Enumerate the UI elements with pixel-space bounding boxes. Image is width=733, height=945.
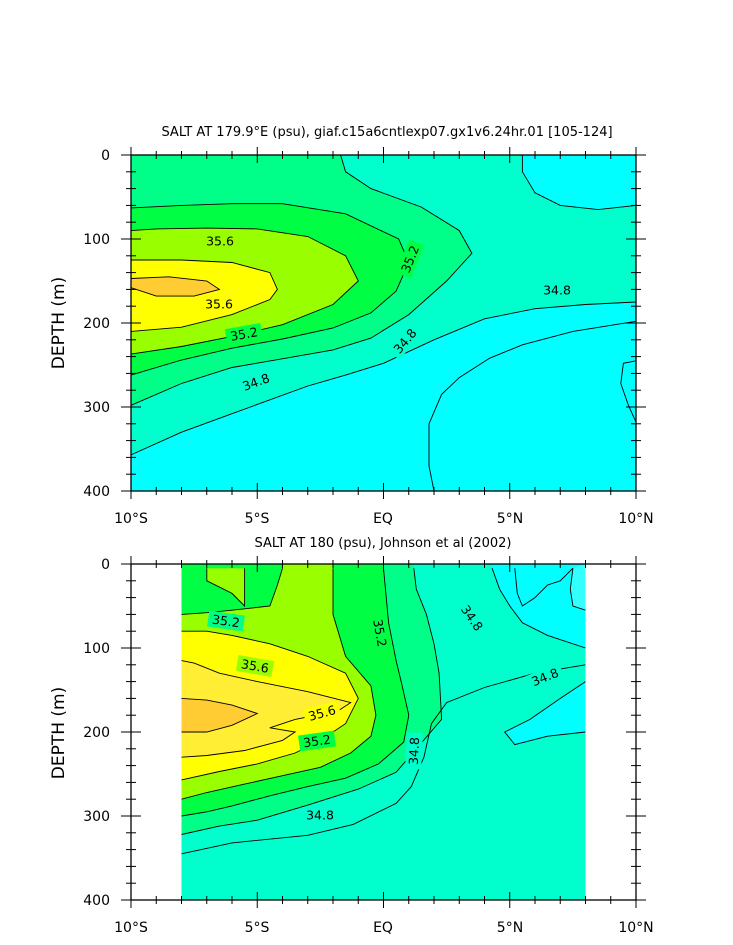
- y-tick-label: 300: [83, 809, 110, 825]
- y-tick-label: 100: [83, 232, 110, 248]
- x-tick-labels-observations: 10°S 5°S EQ 5°N 10°N: [114, 920, 654, 936]
- contour-label: 35.2: [302, 732, 332, 751]
- contour-line: [569, 568, 586, 611]
- contour-line: [521, 155, 637, 211]
- contour-line: [130, 227, 359, 355]
- contour-label: 34.8: [406, 737, 422, 766]
- panel-model: SALT AT 179.9°E (psu), giaf.c15a6cntlexp…: [49, 125, 654, 527]
- x-tick-label: 5°S: [245, 920, 270, 936]
- contour-line: [130, 203, 410, 376]
- contour-label: 34.8: [306, 808, 334, 823]
- salinity-region: [570, 564, 586, 611]
- contour-line: [181, 568, 410, 817]
- salinity-region: [504, 681, 586, 745]
- x-tick-label: 10°N: [618, 920, 653, 936]
- contour-label: 35.6: [307, 702, 338, 724]
- x-tick-label: 5°N: [497, 511, 523, 527]
- contour-label: 34.8: [543, 283, 571, 298]
- chart-title-model: SALT AT 179.9°E (psu), giaf.c15a6cntlexp…: [161, 125, 612, 140]
- contour-line: [181, 697, 259, 733]
- contour-line: [130, 154, 473, 406]
- y-axis-label-observations: DEPTH (m): [49, 687, 69, 779]
- y-tick-labels-model: 0 100 200 300 400: [83, 148, 110, 500]
- contour-label: 35.6: [206, 234, 234, 249]
- x-tick-label: 5°N: [497, 920, 523, 936]
- contour-line: [181, 630, 359, 781]
- contour-line: [130, 259, 278, 332]
- contour-label: 35.2: [229, 324, 259, 344]
- contour-line: [514, 567, 574, 607]
- x-tick-label: 10°S: [114, 511, 148, 527]
- contour-line: [491, 568, 586, 649]
- x-tick-labels-model: 10°S 5°S EQ 5°N 10°N: [114, 511, 654, 527]
- salinity-region: [429, 321, 636, 491]
- salinity-region: [181, 660, 351, 758]
- x-tick-label: EQ: [373, 920, 393, 936]
- contour-line: [620, 360, 637, 423]
- contour-label: 35.2: [370, 618, 390, 648]
- y-tick-label: 200: [83, 316, 110, 332]
- chart-title-observations: SALT AT 180 (psu), Johnson et al (2002): [254, 536, 511, 551]
- contour-labels-observations: 35.2 35.6 35.6 35.2 34.8 35.2 34.8 34.8 …: [207, 598, 565, 823]
- contour-label: 35.6: [240, 656, 270, 676]
- y-tick-label: 200: [83, 725, 110, 741]
- salinity-region: [492, 564, 586, 648]
- contour-line: [428, 320, 637, 492]
- y-tick-label: 100: [83, 641, 110, 657]
- x-tick-label: EQ: [373, 511, 393, 527]
- contour-line: [181, 568, 377, 800]
- panel-observations: SALT AT 180 (psu), Johnson et al (2002) …: [49, 536, 654, 936]
- salinity-region: [181, 698, 258, 732]
- y-tick-labels-observations: 0 100 200 300 400: [83, 557, 110, 909]
- contour-line: [130, 276, 221, 297]
- contour-label: 35.2: [211, 612, 241, 631]
- contour-label: 35.6: [205, 297, 233, 312]
- y-tick-label: 0: [101, 557, 110, 573]
- contour-line: [503, 681, 586, 746]
- contour-line: [206, 568, 246, 608]
- salinity-region: [131, 276, 220, 297]
- contour-line: [181, 664, 586, 855]
- x-tick-label: 5°S: [245, 511, 270, 527]
- contour-labels-model: 35.6 35.6 35.2 35.2 34.8 34.8 34.8: [201, 233, 575, 396]
- y-axis-label-model: DEPTH (m): [49, 277, 69, 369]
- y-tick-label: 400: [83, 893, 110, 909]
- y-tick-label: 0: [101, 148, 110, 164]
- y-tick-label: 300: [83, 400, 110, 416]
- y-tick-label: 400: [83, 484, 110, 500]
- x-tick-label: 10°S: [114, 920, 148, 936]
- contour-line: [181, 568, 283, 615]
- contour-line: [130, 301, 637, 456]
- x-tick-label: 10°N: [618, 511, 653, 527]
